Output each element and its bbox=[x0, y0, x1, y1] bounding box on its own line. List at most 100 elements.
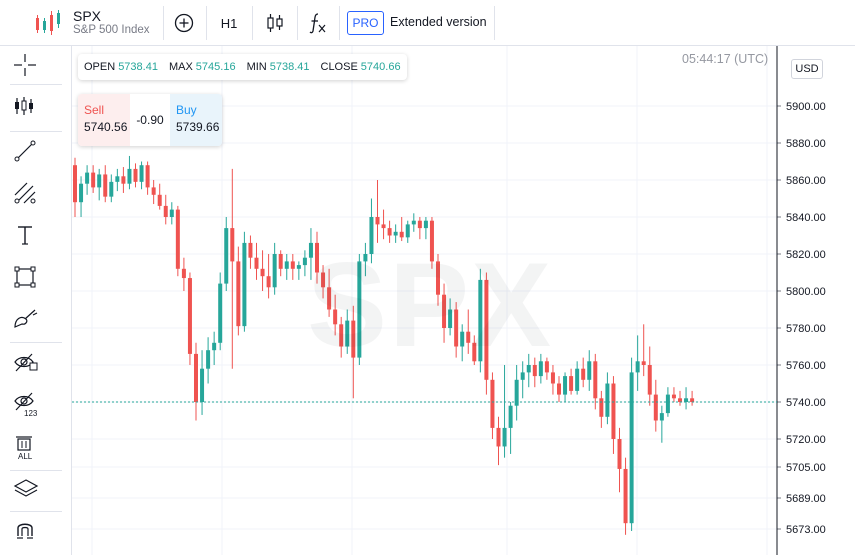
candle-body bbox=[599, 398, 604, 417]
toolbar-divider bbox=[10, 342, 62, 343]
candle-body bbox=[399, 231, 404, 238]
chart-style-button[interactable] bbox=[258, 0, 292, 46]
fib-tool[interactable] bbox=[13, 178, 59, 208]
candle-body bbox=[520, 372, 525, 380]
candle-body bbox=[157, 194, 162, 206]
candle-body bbox=[587, 361, 592, 380]
candle-body bbox=[351, 320, 356, 358]
rectangle-tool[interactable] bbox=[13, 262, 59, 292]
pro-badge[interactable]: PRO bbox=[347, 11, 384, 35]
extended-version-link[interactable]: Extended version bbox=[390, 15, 487, 29]
crosshair-tool[interactable] bbox=[13, 50, 59, 80]
hide-indicators-button[interactable]: 123 bbox=[13, 389, 59, 419]
candle-body bbox=[484, 279, 489, 380]
candle-body bbox=[647, 365, 652, 395]
buy-button[interactable]: Buy 5739.66 bbox=[170, 94, 222, 146]
candle-body bbox=[145, 165, 150, 188]
close-label: CLOSE bbox=[320, 61, 358, 73]
hide-drawings-button[interactable] bbox=[13, 347, 59, 377]
candle-body bbox=[684, 398, 689, 402]
bar-tools-icon bbox=[15, 97, 33, 115]
sell-label: Sell bbox=[84, 103, 105, 117]
candle-body bbox=[278, 254, 283, 269]
candle-body bbox=[502, 427, 507, 447]
symbol-description: S&P 500 Index bbox=[73, 24, 150, 36]
candle-body bbox=[266, 276, 271, 288]
symbol-watermark: SPX bbox=[307, 236, 553, 374]
price-axis-label: 5880.00 bbox=[786, 138, 826, 150]
toolbar-divider bbox=[252, 6, 253, 40]
interval-button[interactable]: H1 bbox=[220, 15, 238, 31]
drawing-toolbar: 123 ALL bbox=[0, 46, 72, 555]
buy-label: Buy bbox=[176, 103, 197, 117]
candle-body bbox=[85, 172, 90, 184]
candle-body bbox=[593, 361, 598, 399]
candle-body bbox=[357, 261, 362, 358]
candle-body bbox=[284, 261, 289, 269]
brush-tool[interactable] bbox=[13, 304, 59, 334]
utc-clock: 05:44:17 (UTC) bbox=[682, 52, 769, 66]
indicators-button[interactable] bbox=[300, 0, 336, 46]
candle-body bbox=[133, 168, 138, 182]
candle-body bbox=[454, 309, 459, 347]
candle-body bbox=[224, 228, 229, 284]
candle-body bbox=[490, 379, 495, 428]
spread-value: -0.90 bbox=[136, 113, 164, 127]
hide-indicators-label: 123 bbox=[24, 409, 38, 417]
toolbar-divider bbox=[297, 6, 298, 40]
max-value: 5745.16 bbox=[195, 61, 236, 73]
price-axis-label: 5705.00 bbox=[786, 462, 826, 474]
price-axis-label: 5740.00 bbox=[786, 397, 826, 409]
candle-body bbox=[623, 468, 628, 524]
candle-body bbox=[405, 224, 410, 238]
price-axis-label: 5820.00 bbox=[786, 249, 826, 261]
sell-price: 5740.56 bbox=[84, 120, 128, 134]
max-label: MAX bbox=[168, 61, 193, 73]
candle-body bbox=[181, 268, 186, 279]
candle-body bbox=[690, 398, 695, 402]
candle-body bbox=[538, 361, 543, 377]
magnet-icon bbox=[17, 523, 33, 539]
candle-body bbox=[151, 187, 156, 195]
candlestick-chart[interactable]: 5900.00 5880.00 5860.00 5840.00 5820.00 5800.… bbox=[72, 46, 855, 555]
candle-body bbox=[91, 172, 96, 188]
bar-tools[interactable] bbox=[13, 91, 59, 121]
candle-body bbox=[296, 265, 301, 269]
remove-all-button[interactable]: ALL bbox=[13, 432, 59, 462]
candle-body bbox=[659, 413, 664, 421]
symbol-name[interactable]: SPX bbox=[73, 8, 102, 24]
add-symbol-button[interactable] bbox=[166, 0, 202, 46]
candle-body bbox=[563, 376, 568, 395]
candle-body bbox=[369, 217, 374, 254]
chart-area[interactable]: 5900.00 5880.00 5860.00 5840.00 5820.00 5800.… bbox=[72, 46, 855, 555]
sell-button[interactable]: Sell 5740.56 bbox=[78, 94, 130, 146]
candle-body bbox=[617, 439, 622, 469]
candle-body bbox=[345, 320, 350, 347]
open-label: OPEN bbox=[84, 61, 116, 73]
candle-body bbox=[236, 261, 241, 327]
candle-body bbox=[417, 220, 422, 229]
candle-body bbox=[327, 287, 332, 310]
text-tool[interactable] bbox=[13, 220, 59, 250]
trend-line-tool[interactable] bbox=[13, 136, 59, 166]
layers-button[interactable] bbox=[13, 474, 59, 504]
candle-body bbox=[557, 383, 561, 395]
toolbar-divider bbox=[10, 131, 62, 132]
candle-body bbox=[109, 181, 114, 197]
candle-body bbox=[381, 224, 386, 229]
candle-body bbox=[272, 254, 277, 288]
price-axis-label: 5840.00 bbox=[786, 212, 826, 224]
open-value: 5738.41 bbox=[118, 61, 158, 73]
close-value: 5740.66 bbox=[360, 61, 401, 73]
currency-button[interactable]: USD bbox=[791, 59, 823, 79]
price-axis-label: 5720.00 bbox=[786, 434, 826, 446]
candle-body bbox=[411, 220, 416, 225]
candle-body bbox=[254, 257, 259, 269]
candle-body bbox=[115, 176, 120, 182]
candle-body bbox=[163, 205, 168, 217]
toolbar-divider bbox=[494, 6, 495, 40]
magnet-button[interactable] bbox=[13, 516, 59, 546]
candle-body bbox=[375, 217, 380, 225]
hide-indicators-icon: 123 bbox=[14, 392, 38, 417]
candle-body bbox=[127, 168, 132, 184]
